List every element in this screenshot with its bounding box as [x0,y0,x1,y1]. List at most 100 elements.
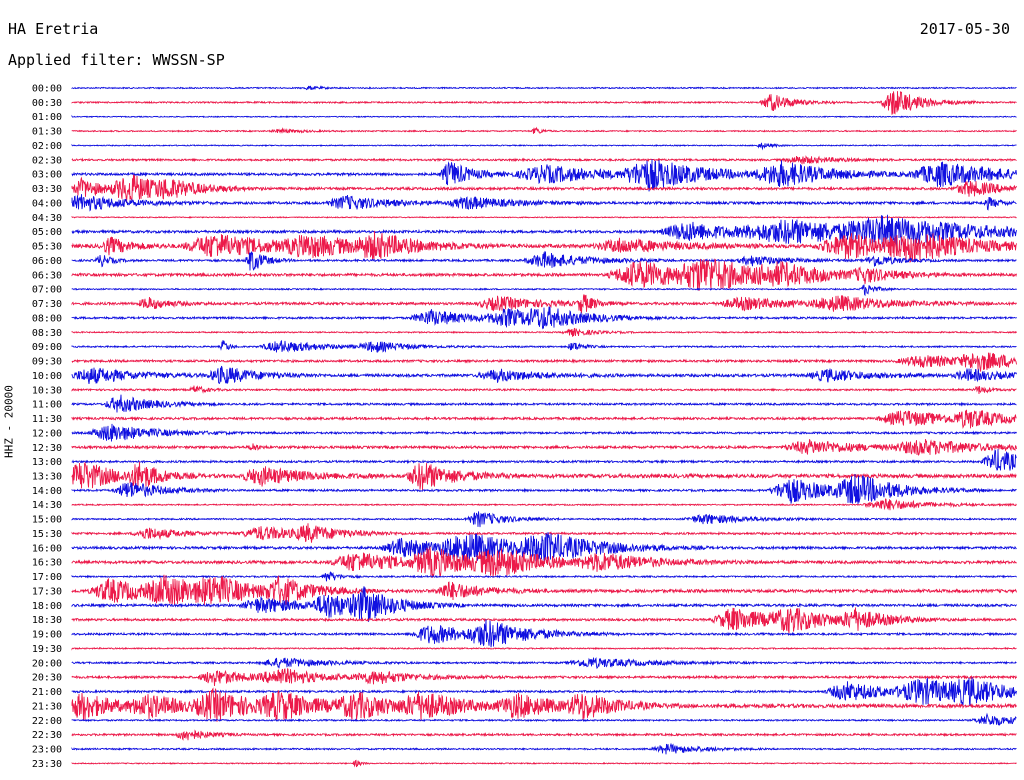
time-label: 23:30 [32,759,62,770]
seismic-trace [71,473,1017,505]
time-label: 03:30 [32,184,62,195]
time-label: 17:00 [32,572,62,583]
time-label: 15:30 [32,529,62,540]
time-label: 04:00 [32,198,62,209]
time-label: 01:30 [32,127,62,138]
time-label: 18:30 [32,615,62,626]
seismic-trace [71,126,1017,135]
seismic-trace [71,258,1017,291]
time-label: 22:30 [32,730,62,741]
time-label: 13:30 [32,471,62,482]
time-label: 18:00 [32,601,62,612]
seismic-trace [71,677,1017,706]
time-label: 08:30 [32,328,62,339]
time-label: 19:30 [32,644,62,655]
time-label: 20:30 [32,673,62,684]
seismic-trace [71,155,1017,165]
seismic-trace [71,742,1017,755]
seismic-trace [71,586,1017,622]
seismic-trace [71,668,1017,687]
time-label-group: 00:00 00:30 01:00 01:30 02:00 02:30 03:00 03:30… [32,84,62,770]
time-label: 02:00 [32,141,62,152]
seismic-trace [71,532,1017,564]
seismic-trace [71,306,1017,330]
seismic-trace [71,142,1017,151]
time-label: 06:00 [32,256,62,267]
time-label: 09:00 [32,342,62,353]
seismic-trace [71,729,1017,741]
time-label: 00:30 [32,98,62,109]
seismic-trace [71,511,1017,528]
seismic-trace [71,339,1017,354]
time-label: 04:30 [32,213,62,224]
seismic-trace [71,352,1017,372]
time-label: 19:00 [32,630,62,641]
seismic-trace [71,194,1017,212]
time-label: 11:30 [32,414,62,425]
seismic-trace [71,523,1017,543]
seismic-trace [71,294,1017,314]
seismic-trace [71,114,1017,119]
time-label: 11:00 [32,400,62,411]
seismic-trace [71,574,1017,606]
seismic-trace [71,461,1017,491]
seismic-trace [71,619,1017,648]
seismic-trace [71,159,1017,192]
seismic-trace [71,250,1017,271]
date-label: 2017-05-30 [919,20,1010,38]
seismic-trace [71,423,1017,442]
seismic-trace [71,90,1017,115]
seismic-trace [71,284,1017,297]
station-title: HA Eretria [8,20,99,38]
seismic-trace [71,759,1017,768]
seismic-trace [71,571,1017,582]
trace-group [71,85,1017,768]
time-label: 23:00 [32,745,62,756]
seismic-trace [71,607,1017,634]
time-label: 03:00 [32,170,62,181]
time-label: 10:30 [32,385,62,396]
time-label: 12:30 [32,443,62,454]
seismic-trace [71,712,1017,726]
seismic-trace [71,230,1017,263]
seismic-trace [71,327,1017,337]
time-label: 07:30 [32,299,62,310]
time-label: 00:00 [32,84,62,95]
seismic-trace [71,439,1017,456]
time-label: 16:00 [32,543,62,554]
time-label: 14:00 [32,486,62,497]
time-label: 22:00 [32,716,62,727]
filter-label: Applied filter: WWSSN-SP [8,51,225,69]
time-label: 21:30 [32,701,62,712]
time-label: 17:30 [32,586,62,597]
seismic-trace [71,365,1017,385]
time-label: 20:00 [32,658,62,669]
time-label: 12:00 [32,428,62,439]
time-label: 09:30 [32,357,62,368]
seismic-trace [71,385,1017,395]
seismic-trace [71,646,1017,651]
time-label: 10:00 [32,371,62,382]
seismic-trace [71,657,1017,670]
time-label: 05:30 [32,242,62,253]
seismic-trace [71,409,1017,430]
seismic-trace [71,85,1017,91]
time-label: 01:00 [32,112,62,123]
time-label: 05:00 [32,227,62,238]
seismic-trace [71,174,1017,203]
seismic-trace [71,687,1017,722]
time-label: 15:00 [32,515,62,526]
seismic-trace [71,449,1017,471]
time-label: 06:30 [32,270,62,281]
time-label: 14:30 [32,500,62,511]
seismic-trace [71,498,1017,511]
seismic-trace [71,394,1017,413]
seismic-trace [71,215,1017,219]
time-label: 21:00 [32,687,62,698]
time-label: 08:00 [32,313,62,324]
time-label: 07:00 [32,285,62,296]
time-label: 02:30 [32,155,62,166]
seismic-trace [71,546,1017,578]
time-label: 13:00 [32,457,62,468]
